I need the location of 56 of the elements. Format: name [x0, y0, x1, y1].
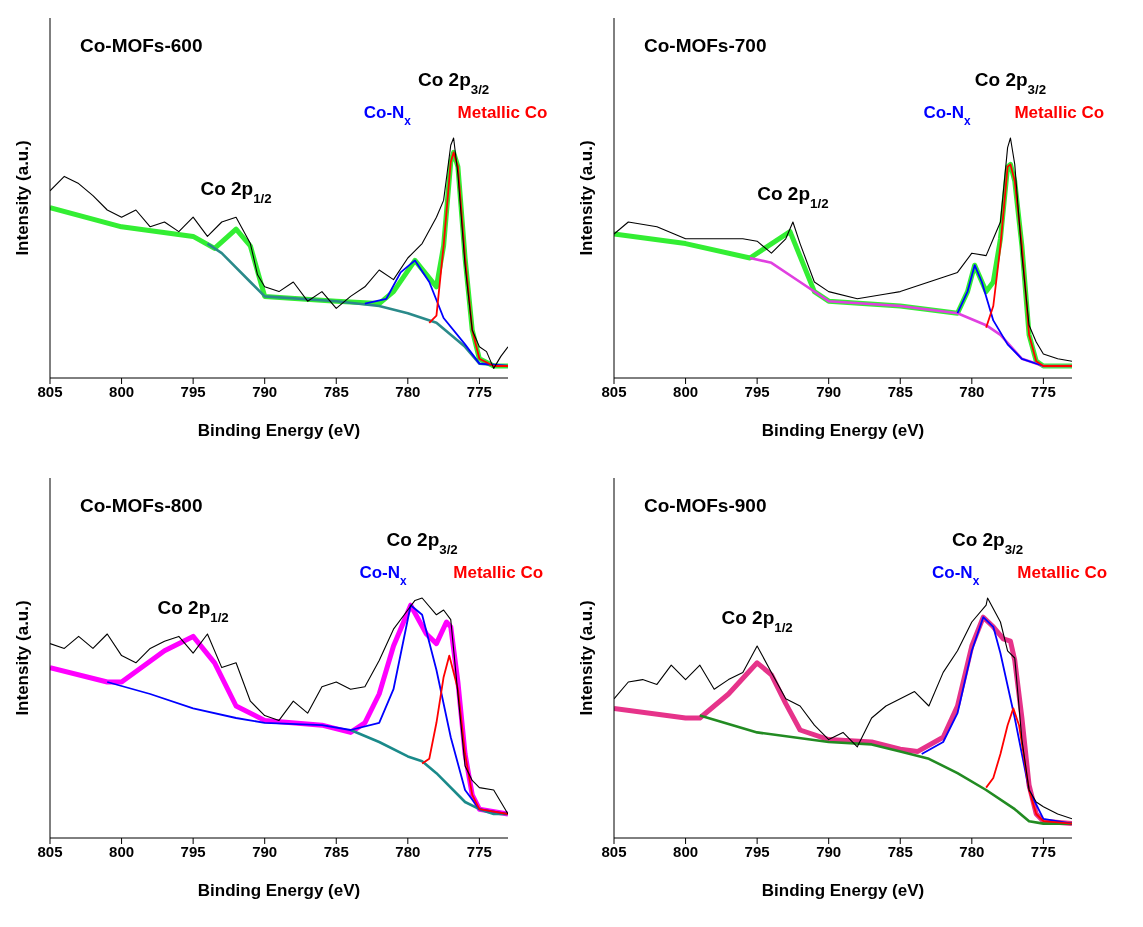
x-tick-label: 790 [816, 842, 842, 860]
x-axis-title: Binding Energy (eV) [197, 421, 361, 440]
chart-title: Co-MOFs-800 [80, 495, 203, 516]
x-tick-label: 805 [601, 842, 627, 860]
series-label: Co-N$_{x}$ [932, 563, 980, 588]
annotation: Co 2p$_{1/2}$ [157, 597, 229, 625]
x-tick-label: 785 [323, 382, 349, 400]
x-tick-label: 780 [395, 382, 421, 400]
x-tick-label: 780 [959, 382, 985, 400]
x-tick-label: 795 [744, 382, 770, 400]
text: Metallic Co [1017, 563, 1108, 582]
x-tick-label: 805 [37, 842, 63, 860]
x-tick-label: 800 [673, 382, 699, 400]
series-label: Metallic Co [457, 103, 548, 122]
y-axis-title: Intensity (a.u.) [13, 140, 33, 256]
annotation: Co 2p$_{3/2}$ [417, 69, 490, 97]
x-tick-label: 780 [395, 842, 421, 860]
x-tick-label: 785 [887, 842, 913, 860]
text: Co-N$_{x}$ [923, 103, 972, 128]
x-axis-title: Binding Energy (eV) [197, 881, 361, 900]
annotation: Co 2p$_{3/2}$ [974, 69, 1047, 97]
x-tick-label: 795 [744, 842, 770, 860]
text: Metallic Co [1014, 103, 1105, 122]
x-tick-label: 780 [959, 842, 985, 860]
chart-title: Co-MOFs-900 [644, 495, 767, 516]
x-tick-label: 795 [180, 382, 206, 400]
annotation: Co 2p$_{3/2}$ [951, 529, 1024, 557]
annotation: Co 2p$_{1/2}$ [200, 178, 272, 206]
chart-title: Co-MOFs-600 [80, 35, 203, 56]
chart-title: Co-MOFs-700 [644, 35, 767, 56]
annotation: Co 2p$_{3/2}$ [386, 529, 458, 557]
x-axis-title: Binding Energy (eV) [761, 421, 925, 440]
x-tick-label: 795 [180, 842, 206, 860]
x-tick-label: 800 [109, 382, 135, 400]
series-label: Co-N$_{x}$ [359, 563, 408, 588]
annotation: Co 2p$_{1/2}$ [721, 607, 793, 635]
x-tick-label: 790 [816, 382, 842, 400]
x-axis-title: Binding Energy (eV) [761, 881, 925, 900]
x-tick-label: 790 [252, 842, 278, 860]
text: Co-N$_{x}$ [363, 103, 412, 128]
x-tick-label: 805 [601, 382, 627, 400]
annotation: Co 2p$_{1/2}$ [757, 183, 829, 211]
x-tick-label: 790 [252, 382, 278, 400]
y-axis-title: Intensity (a.u.) [13, 600, 33, 716]
text: Metallic Co [453, 563, 544, 582]
x-tick-label: 800 [109, 842, 135, 860]
x-tick-label: 775 [466, 382, 492, 400]
x-tick-label: 805 [37, 382, 63, 400]
x-tick-label: 800 [673, 842, 699, 860]
x-tick-label: 785 [323, 842, 349, 860]
x-tick-label: 775 [1030, 842, 1056, 860]
x-tick-label: 775 [1030, 382, 1056, 400]
x-tick-label: 775 [466, 842, 492, 860]
x-tick-label: 785 [887, 382, 913, 400]
y-axis-title: Intensity (a.u.) [577, 600, 597, 716]
y-axis-title: Intensity (a.u.) [577, 140, 597, 256]
